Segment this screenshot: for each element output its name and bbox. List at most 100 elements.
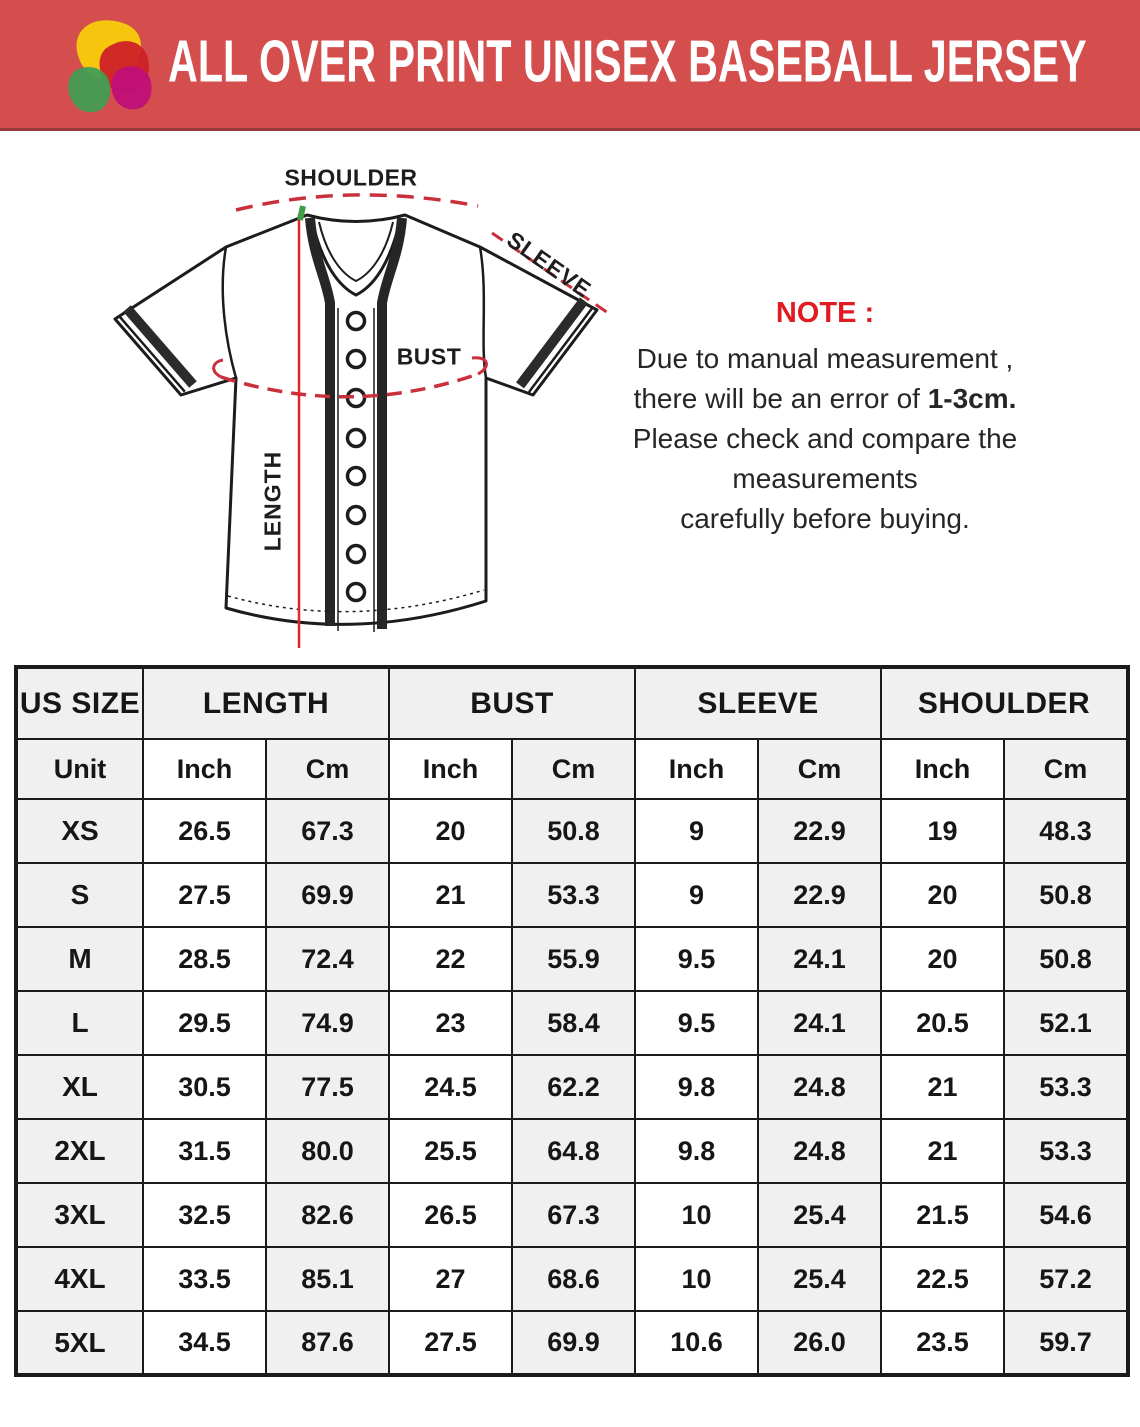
table-cell: 27.5 xyxy=(142,862,267,928)
table-cell: 22.9 xyxy=(757,798,883,864)
table-row-xl: XL 30.5 77.5 24.5 62.2 9.8 24.8 21 53.3 xyxy=(15,1054,1130,1120)
table-cell: 19 xyxy=(880,798,1006,864)
hem-stitch-line xyxy=(227,589,485,613)
table-row-5xl: 5XL 34.5 87.6 27.5 69.9 10.6 26.0 23.5 5… xyxy=(15,1310,1130,1376)
bust-measure-label: BUST xyxy=(396,343,462,370)
table-row-xs: XS 26.5 67.3 20 50.8 9 22.9 19 48.3 xyxy=(15,798,1130,864)
table-cell: 67.3 xyxy=(511,1182,637,1248)
table-cell: 26.5 xyxy=(142,798,267,864)
unit-header-inch: Inch xyxy=(634,738,760,800)
table-cell: 77.5 xyxy=(264,1054,391,1120)
measurement-note: NOTE : Due to manual measurement , there… xyxy=(545,293,1105,539)
shoulder-measure-label: SHOULDER xyxy=(284,164,418,191)
table-cell: 20.5 xyxy=(880,990,1006,1056)
table-cell: 85.1 xyxy=(264,1246,391,1312)
note-line-3: Please check and compare the measurement… xyxy=(632,423,1018,494)
table-cell: 10 xyxy=(634,1182,760,1248)
shoulder-dash-line xyxy=(235,193,479,212)
table-row-m: M 28.5 72.4 22 55.9 9.5 24.1 20 50.8 xyxy=(15,926,1130,992)
table-cell: 20 xyxy=(880,926,1006,992)
length-measure-label: LENGTH xyxy=(259,450,286,552)
table-cell: 57.2 xyxy=(1003,1246,1130,1312)
col-header-us-size: US SIZE xyxy=(15,666,144,740)
table-cell: 50.8 xyxy=(1003,862,1130,928)
table-cell: 69.9 xyxy=(511,1310,637,1376)
unit-header-cm: Cm xyxy=(511,738,637,800)
table-cell: 21.5 xyxy=(880,1182,1006,1248)
unit-header-cm: Cm xyxy=(1003,738,1130,800)
col-header-shoulder: SHOULDER xyxy=(880,666,1130,740)
table-cell: 50.8 xyxy=(511,798,637,864)
table-cell: 24.5 xyxy=(388,1054,514,1120)
size-label: 3XL xyxy=(15,1182,144,1248)
table-cell: 29.5 xyxy=(142,990,267,1056)
size-chart-table: US SIZE LENGTH BUST SLEEVE SHOULDER Unit… xyxy=(14,665,1131,1377)
table-cell: 80.0 xyxy=(264,1118,391,1184)
table-unit-row: Unit Inch Cm Inch Cm Inch Cm Inch Cm xyxy=(15,738,1130,800)
size-label: M xyxy=(15,926,144,992)
size-label: 2XL xyxy=(15,1118,144,1184)
unit-header: Unit xyxy=(15,738,144,800)
table-cell: 10.6 xyxy=(634,1310,760,1376)
table-cell: 54.6 xyxy=(1003,1182,1130,1248)
table-cell: 23 xyxy=(388,990,514,1056)
table-row-4xl: 4XL 33.5 85.1 27 68.6 10 25.4 22.5 57.2 xyxy=(15,1246,1130,1312)
table-cell: 22.5 xyxy=(880,1246,1006,1312)
header-banner: ALL OVER PRINT UNISEX BASEBALL JERSEY xyxy=(0,0,1140,131)
right-cuff-hem-line xyxy=(528,306,594,393)
table-cell: 21 xyxy=(388,862,514,928)
col-header-sleeve: SLEEVE xyxy=(634,666,883,740)
size-label: XL xyxy=(15,1054,144,1120)
unit-header-inch: Inch xyxy=(880,738,1006,800)
table-cell: 26.5 xyxy=(388,1182,514,1248)
note-line-4: carefully before buying. xyxy=(680,503,970,534)
table-cell: 69.9 xyxy=(264,862,391,928)
jersey-measurement-diagram xyxy=(113,193,612,648)
note-title: NOTE : xyxy=(775,297,875,329)
note-line-2: there will be an error of 1-3cm. xyxy=(545,379,1105,419)
table-cell: 24.1 xyxy=(757,990,883,1056)
collar-outer-line xyxy=(310,220,402,297)
bust-dash-line xyxy=(220,372,479,399)
table-row-s: S 27.5 69.9 21 53.3 9 22.9 20 50.8 xyxy=(15,862,1130,928)
unit-header-cm: Cm xyxy=(264,738,391,800)
table-cell: 9 xyxy=(634,798,760,864)
table-cell: 62.2 xyxy=(511,1054,637,1120)
table-cell: 25.4 xyxy=(757,1182,883,1248)
collar-inner-line xyxy=(318,221,394,283)
table-cell: 24.1 xyxy=(757,926,883,992)
table-cell: 27 xyxy=(388,1246,514,1312)
size-label: S xyxy=(15,862,144,928)
table-cell: 24.8 xyxy=(757,1118,883,1184)
size-label: 5XL xyxy=(15,1310,144,1376)
size-label: 4XL xyxy=(15,1246,144,1312)
table-cell: 22 xyxy=(388,926,514,992)
table-cell: 67.3 xyxy=(264,798,391,864)
table-cell: 9 xyxy=(634,862,760,928)
jersey-outline xyxy=(113,213,599,626)
size-label: L xyxy=(15,990,144,1056)
table-cell: 21 xyxy=(880,1118,1006,1184)
table-cell: 27.5 xyxy=(388,1310,514,1376)
table-cell: 34.5 xyxy=(142,1310,267,1376)
table-cell: 68.6 xyxy=(511,1246,637,1312)
note-line-2-text: there will be an error of xyxy=(633,383,928,414)
tri-petal-pinwheel-logo-icon xyxy=(68,20,152,113)
table-cell: 30.5 xyxy=(142,1054,267,1120)
table-cell: 25.4 xyxy=(757,1246,883,1312)
table-cell: 55.9 xyxy=(511,926,637,992)
length-top-green-tick xyxy=(297,205,306,221)
table-cell: 87.6 xyxy=(264,1310,391,1376)
unit-header-cm: Cm xyxy=(757,738,883,800)
table-cell: 32.5 xyxy=(142,1182,267,1248)
table-cell: 48.3 xyxy=(1003,798,1130,864)
table-cell: 74.9 xyxy=(264,990,391,1056)
table-cell: 9.5 xyxy=(634,926,760,992)
note-line-1: Due to manual measurement , xyxy=(636,343,1014,374)
table-cell: 53.3 xyxy=(1003,1054,1130,1120)
table-cell: 52.1 xyxy=(1003,990,1130,1056)
table-cell: 20 xyxy=(880,862,1006,928)
left-cuff-stripe xyxy=(123,305,197,388)
left-cuff-hem-line xyxy=(117,314,186,393)
